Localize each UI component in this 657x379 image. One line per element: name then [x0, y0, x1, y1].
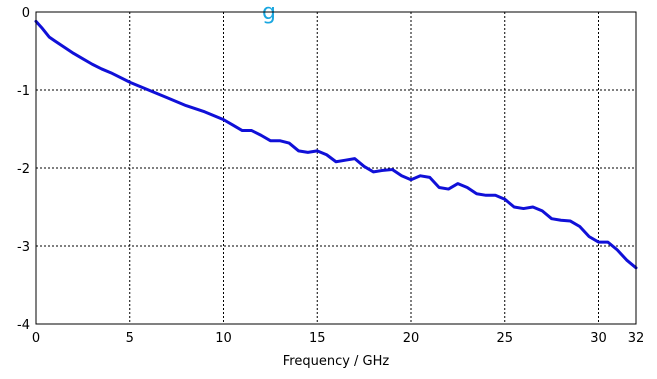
x-tick-label: 10	[215, 331, 232, 346]
y-tick-label: -1	[17, 84, 30, 99]
y-tick-label: 0	[22, 6, 30, 21]
x-tick-label: 30	[590, 331, 607, 346]
x-tick-label: 20	[403, 331, 420, 346]
x-tick-label: 15	[309, 331, 326, 346]
x-tick-label: 32	[628, 331, 645, 346]
series-layer	[34, 19, 638, 270]
x-tick-label: 0	[32, 331, 40, 346]
x-axis-title: Frequency / GHz	[283, 354, 390, 369]
y-tick-label: -3	[17, 240, 30, 255]
x-tick-label: 5	[126, 331, 134, 346]
plot-frame	[35, 11, 637, 325]
y-tick-label: -2	[17, 162, 30, 177]
grid-layer	[36, 12, 636, 324]
tick-labels-layer: 0 5 10 15 20 25 30 32 0 -1 -2 -3 -4	[17, 6, 644, 346]
y-tick-label: -4	[17, 318, 30, 333]
x-tick-label: 25	[496, 331, 513, 346]
series-line	[34, 19, 638, 270]
